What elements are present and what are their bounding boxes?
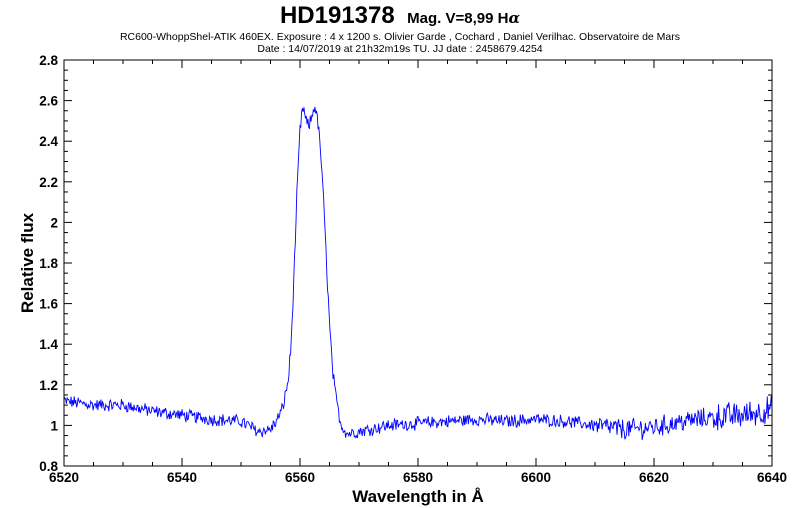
chart-title: HD191378 Mag. V=8,99 Hα [0,2,800,30]
x-tick-label: 6600 [521,470,551,485]
x-tick-label: 6580 [403,470,433,485]
y-tick-label: 0.8 [39,459,58,474]
magnitude-and-line: Mag. V=8,99 Hα [407,9,521,27]
x-tick-labels: 6520 6540 6560 6580 6600 6620 6640 [49,470,787,485]
x-axis-label: Wavelength in Å [352,487,484,506]
y-tick-label: 2.4 [39,134,58,149]
y-tick-label: 2 [50,215,58,230]
line-greek: α [508,9,521,27]
date-subtitle: Date : 14/07/2019 at 21h32m19s TU. JJ da… [257,43,543,55]
y-tick-label: 2.2 [39,175,58,190]
x-tick-label: 6620 [639,470,669,485]
y-tick-label: 1 [50,418,58,433]
magnitude: Mag. V=8,99 [407,10,494,27]
star-name: HD191378 [279,2,395,29]
spectrum-line [63,106,773,441]
instrument-subtitle: RC600-WhoppShel-ATIK 460EX. Exposure : 4… [119,31,681,43]
plot-frame [63,59,773,467]
y-tick-label: 1.2 [39,378,58,393]
y-axis-label: Relative flux [18,212,37,313]
x-tick-label: 6520 [49,470,79,485]
y-tick-labels: 0.8 1 1.2 1.4 1.6 1.8 2 2.2 2.4 2.6 2.8 [39,53,58,474]
x-tick-label: 6560 [285,470,315,485]
y-tick-label: 1.4 [39,337,58,352]
line-prefix: H [497,10,509,27]
x-tick-label: 6540 [167,470,197,485]
y-tick-label: 2.6 [39,94,58,109]
x-tick-label: 6640 [757,470,787,485]
axis-ticks [63,59,773,467]
y-tick-label: 1.6 [39,297,58,312]
y-tick-label: 2.8 [39,53,58,68]
y-tick-label: 1.8 [39,256,58,271]
